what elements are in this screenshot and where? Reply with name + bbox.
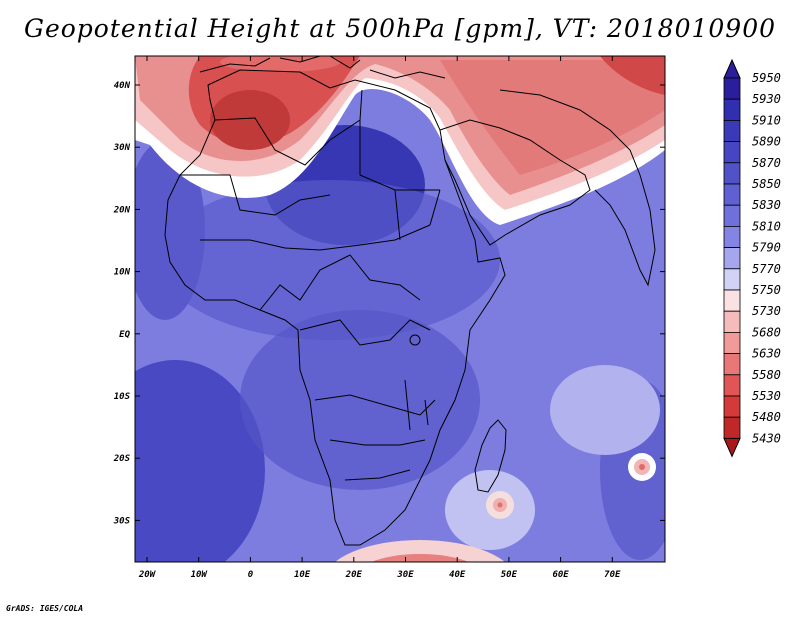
low-core-madagascar xyxy=(497,502,503,508)
trough-south-halo xyxy=(335,540,505,562)
y-tick-label: 10N xyxy=(114,268,131,278)
x-tick-label: 10W xyxy=(191,570,209,580)
y-tick-label: 20N xyxy=(113,205,131,215)
chart-title: Geopotential Height at 500hPa [gpm], VT:… xyxy=(23,14,777,43)
colorbar-swatch xyxy=(723,310,741,333)
colorbar-label: 5890 xyxy=(752,135,781,149)
x-tick-label: 10E xyxy=(294,570,311,580)
map-field xyxy=(135,56,665,562)
high-southern-africa xyxy=(240,310,480,490)
colorbar-swatch xyxy=(723,77,741,100)
colorbar-label: 5530 xyxy=(752,389,781,403)
colorbar-label: 5870 xyxy=(752,156,781,170)
y-tick-label: 30N xyxy=(113,143,131,153)
weak-area-indian-ocean xyxy=(550,365,660,455)
plot-frame xyxy=(134,55,666,563)
colorbar-label: 5630 xyxy=(752,347,781,361)
colorbar-swatch xyxy=(723,204,741,227)
x-tick-label: 20W xyxy=(138,570,157,580)
x-axis: 20W 10W 0 10E 20E 30E 40E 50E 60E 70E xyxy=(138,56,621,580)
y-tick-label: 20S xyxy=(113,454,131,464)
lake-tanganyika xyxy=(404,379,411,431)
lake-malawi xyxy=(424,399,429,426)
colorbar-swatch xyxy=(723,353,741,376)
colorbar-swatch xyxy=(723,98,741,121)
colorbar-label: 5830 xyxy=(752,198,781,212)
y-tick-label: 30S xyxy=(113,516,131,526)
colorbar-top-arrow xyxy=(723,58,741,79)
colorbar-swatch xyxy=(723,162,741,185)
country-borders xyxy=(180,89,441,481)
colorbar-label: 5730 xyxy=(752,304,781,318)
colorbar-swatch xyxy=(723,374,741,397)
credit-label: GrADS: IGES/COLA xyxy=(6,604,84,613)
x-tick-label: 60E xyxy=(552,570,569,580)
lake-victoria xyxy=(409,334,421,346)
colorbar-label: 5910 xyxy=(752,113,781,127)
colorbar: 5950 5930 5910 5890 5870 5850 5830 5810 5790 5770… xyxy=(723,58,781,458)
colorbar-swatch xyxy=(723,395,741,418)
colorbar-swatch xyxy=(723,247,741,270)
colorbar-label: 5810 xyxy=(752,219,781,233)
colorbar-label: 5930 xyxy=(752,92,781,106)
coastlines xyxy=(164,56,656,546)
trough-northwest-center xyxy=(210,90,290,150)
colorbar-label: 5790 xyxy=(752,241,781,255)
trough-northeast xyxy=(440,60,665,175)
europe-coastline xyxy=(199,56,446,79)
colorbar-label: 5950 xyxy=(752,71,781,85)
colorbar-swatch xyxy=(723,141,741,164)
y-tick-label: EQ xyxy=(119,330,130,340)
colorbar-label: 5850 xyxy=(752,177,781,191)
colorbar-label: 5430 xyxy=(752,431,781,445)
low-core-east xyxy=(639,464,645,470)
y-tick-label: 10S xyxy=(114,392,131,402)
colorbar-label: 5680 xyxy=(752,325,781,339)
trough-south xyxy=(371,554,469,562)
colorbar-bottom-arrow xyxy=(723,437,741,458)
africa-coastline xyxy=(164,69,506,546)
colorbar-swatch xyxy=(723,183,741,206)
trough-north-edge xyxy=(220,56,340,72)
colorbar-label: 5480 xyxy=(752,410,781,424)
x-tick-label: 0 xyxy=(248,570,254,580)
y-axis: 40N 30N 20N 10N EQ 10S 20S 30S xyxy=(113,81,665,526)
x-tick-label: 20E xyxy=(345,570,363,580)
y-tick-label: 40N xyxy=(114,81,131,91)
trough-northeast-core xyxy=(600,56,665,95)
colorbar-swatch xyxy=(723,120,741,143)
high-central-africa xyxy=(160,180,500,340)
colorbar-label: 5750 xyxy=(752,283,781,297)
colorbar-swatch xyxy=(723,268,741,291)
x-tick-label: 70E xyxy=(604,570,621,580)
arabia-coastline xyxy=(439,119,591,246)
colorbar-swatch xyxy=(723,331,741,354)
asia-coastline xyxy=(499,89,656,287)
colorbar-swatch xyxy=(723,289,741,312)
colorbar-label: 5580 xyxy=(752,368,781,382)
x-tick-label: 50E xyxy=(501,570,518,580)
x-tick-label: 30E xyxy=(396,570,414,580)
x-tick-label: 40E xyxy=(449,570,466,580)
colorbar-swatch xyxy=(723,416,741,439)
colorbar-swatch xyxy=(723,225,741,248)
madagascar-coastline xyxy=(474,419,507,493)
colorbar-label: 5770 xyxy=(752,262,781,276)
high-southwest-atlantic xyxy=(135,360,265,562)
